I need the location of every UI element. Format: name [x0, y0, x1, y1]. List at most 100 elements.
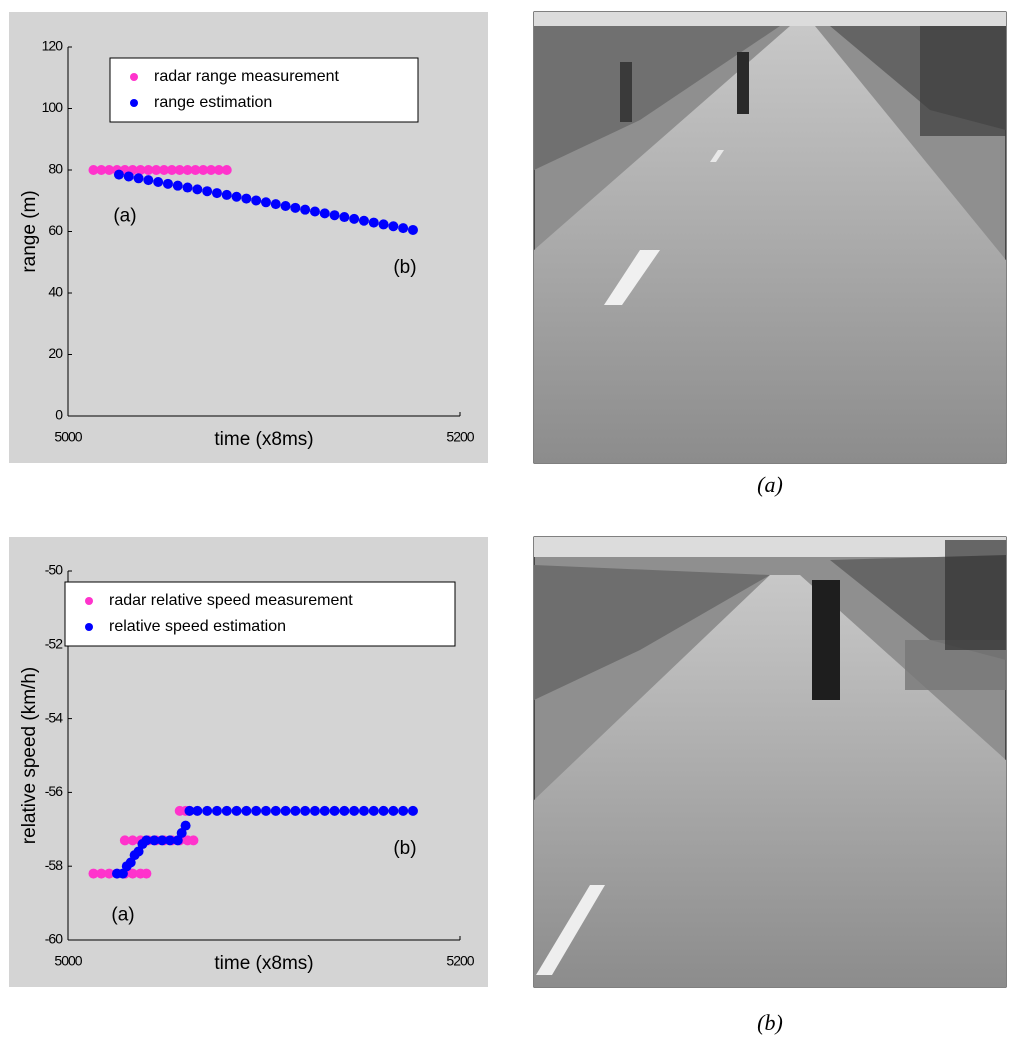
- data-point: [104, 868, 115, 879]
- data-point: [270, 805, 281, 816]
- data-point: [192, 805, 203, 816]
- data-point: [133, 173, 144, 184]
- data-point: [133, 846, 144, 857]
- data-point: [180, 820, 191, 831]
- data-point: [182, 182, 193, 193]
- data-point: [329, 805, 340, 816]
- data-point: [388, 221, 399, 232]
- data-point: [192, 184, 203, 195]
- data-point: [309, 805, 320, 816]
- data-point: [174, 165, 185, 175]
- data-point: [398, 805, 409, 816]
- data-point: [398, 223, 409, 234]
- data-point: [153, 176, 164, 187]
- y-tick-label: -54: [45, 709, 63, 725]
- data-point: [339, 212, 350, 223]
- data-point: [188, 835, 199, 846]
- data-point: [149, 835, 160, 846]
- y-tick-label: -58: [45, 857, 63, 873]
- legend-label: relative speed estimation: [109, 618, 286, 635]
- data-point: [202, 186, 213, 197]
- data-point: [241, 193, 252, 204]
- x-axis-label: time (x8ms): [214, 429, 313, 450]
- data-point: [388, 805, 399, 816]
- data-point: [176, 827, 187, 838]
- x-tick-label: 5200: [446, 953, 474, 969]
- x-tick-label: 5000: [54, 953, 82, 969]
- data-point: [88, 165, 99, 175]
- data-point: [190, 165, 201, 175]
- y-tick-label: 20: [48, 345, 63, 361]
- photo: [533, 536, 1007, 988]
- data-point: [159, 165, 170, 175]
- data-point: [96, 868, 107, 879]
- data-point: [251, 195, 262, 206]
- data-point: [221, 189, 232, 200]
- y-tick-label: 100: [42, 99, 64, 115]
- x-tick-label: 5000: [54, 429, 82, 445]
- caption: (a): [757, 472, 783, 497]
- photo: [533, 11, 1007, 464]
- data-point: [211, 188, 222, 199]
- data-point: [151, 165, 162, 175]
- data-point: [113, 169, 124, 180]
- data-point: [119, 835, 130, 846]
- x-tick-label: 5200: [446, 429, 474, 445]
- data-point: [231, 191, 242, 202]
- data-point: [251, 805, 262, 816]
- legend-label: range estimation: [154, 94, 272, 111]
- data-point: [290, 805, 301, 816]
- data-point: [349, 805, 360, 816]
- data-point: [164, 835, 175, 846]
- legend-marker: [130, 99, 138, 107]
- data-point: [172, 180, 183, 191]
- data-point: [88, 868, 99, 879]
- data-point: [198, 165, 209, 175]
- data-point: [206, 165, 217, 175]
- data-point: [407, 805, 418, 816]
- data-point: [290, 202, 301, 213]
- y-axis-label: relative speed (km/h): [19, 667, 40, 844]
- y-tick-label: 0: [55, 407, 63, 423]
- annotation: (b): [393, 838, 416, 859]
- data-point: [125, 857, 136, 868]
- data-point: [143, 165, 154, 175]
- y-tick-label: 80: [48, 161, 63, 177]
- legend-box: [109, 57, 419, 123]
- y-tick-label: 120: [42, 38, 64, 54]
- data-point: [117, 868, 128, 879]
- data-point: [319, 208, 330, 219]
- y-tick-label: 40: [48, 284, 63, 300]
- data-point: [231, 805, 242, 816]
- y-tick-label: -50: [45, 562, 63, 578]
- data-point: [127, 835, 138, 846]
- data-point: [280, 200, 291, 211]
- data-point: [339, 805, 350, 816]
- annotation: (a): [111, 905, 134, 926]
- data-point: [221, 165, 232, 175]
- data-point: [300, 805, 311, 816]
- legend-marker: [130, 73, 138, 81]
- data-point: [135, 165, 146, 175]
- y-tick-label: -56: [45, 783, 63, 799]
- data-point: [127, 868, 138, 879]
- data-point: [182, 165, 193, 175]
- data-point: [202, 805, 213, 816]
- data-point: [143, 175, 154, 186]
- data-point: [358, 805, 369, 816]
- y-tick-label: 60: [48, 222, 63, 238]
- data-point: [123, 171, 134, 182]
- data-point: [407, 224, 418, 235]
- caption: (b): [757, 1010, 783, 1035]
- data-point: [141, 835, 152, 846]
- data-point: [270, 199, 281, 210]
- legend-marker: [85, 597, 93, 605]
- data-point: [241, 805, 252, 816]
- data-point: [184, 805, 195, 816]
- x-axis-label: time (x8ms): [214, 953, 313, 974]
- data-point: [172, 835, 183, 846]
- data-point: [368, 805, 379, 816]
- data-point: [300, 204, 311, 215]
- annotation: (b): [393, 257, 416, 278]
